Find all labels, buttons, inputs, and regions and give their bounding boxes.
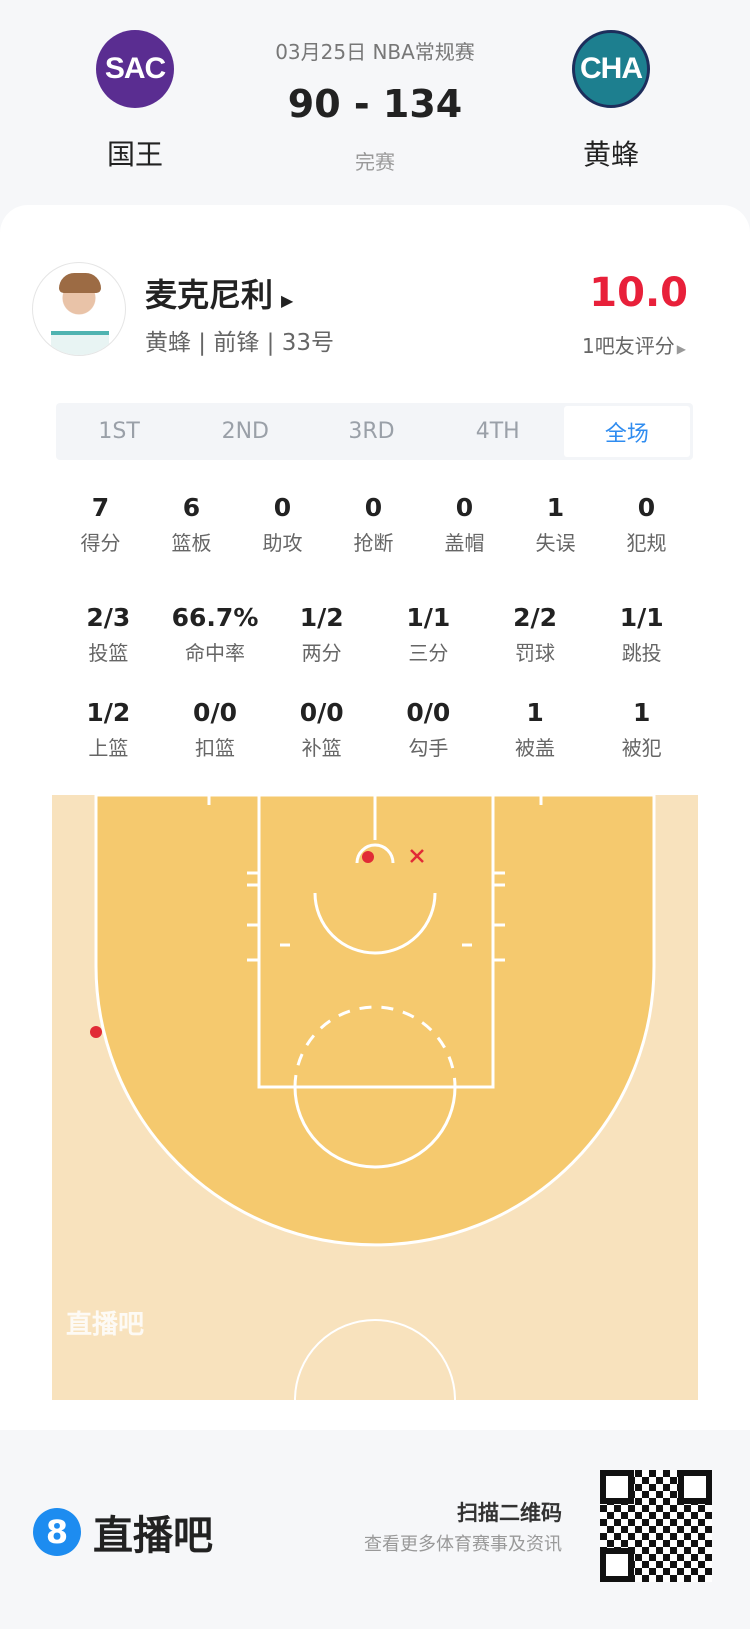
shot-made-layup [362,851,374,863]
tab-4th[interactable]: 4TH [475,419,520,444]
home-team-name[interactable]: 国王 [106,138,163,171]
player-avatar[interactable] [32,262,126,356]
scan-subtitle: 查看更多体育赛事及资讯 [364,1534,562,1555]
tab-1st[interactable]: 1ST [98,419,140,444]
tab-2nd[interactable]: 2ND [221,419,269,444]
stat-fg: 2/3 投篮 [86,603,131,665]
paint [257,795,495,1089]
center-circle [294,1319,456,1400]
match-status: 完赛 [355,150,395,174]
scan-title: 扫描二维码 [457,1501,562,1525]
player-rating: 10.0 [589,270,688,316]
lane-ticks [207,795,543,962]
tab-3rd[interactable]: 3RD [348,419,395,444]
period-tabs: 1ST 2ND 3RD 4TH 全场 [56,403,693,460]
stat-fouls: 0 犯规 [626,493,667,555]
court-watermark: 直播吧 [66,1310,144,1340]
tab-full-game[interactable]: 全场 [563,406,691,457]
shot-made-three [90,1026,102,1038]
stat-points: 7 得分 [80,493,121,555]
stat-blocked: 1 被盖 [515,698,556,760]
lower-arc [313,892,437,955]
stat-hook: 0/0 勾手 [406,698,451,760]
stat-rebounds: 6 篮板 [171,493,212,555]
footer-brand: 8 直播吧 [33,1503,213,1561]
stats-row-shot-types: 1/2 上篮 0/0 扣篮 0/0 补篮 0/0 勾手 1 被盖 1 被犯 [55,698,695,761]
brand-8-icon: 8 [33,1508,81,1556]
stat-2pt: 1/2 两分 [299,603,344,665]
stats-row-shooting: 2/3 投篮 66.7% 命中率 1/2 两分 1/1 三分 2/2 罚球 1/1 跳投 [55,603,695,666]
three-point-area [94,795,656,1247]
caret-right-icon: ▶ [676,342,686,356]
stat-turnovers: 1 失误 [535,493,576,555]
stat-fg-pct: 66.7% 命中率 [171,603,259,665]
ft-circle-bottom [293,1086,457,1169]
stat-layup: 1/2 上篮 [86,698,131,760]
stat-fouled: 1 被犯 [621,698,662,760]
stat-steals: 0 抢断 [353,493,394,555]
restricted-arc [355,843,395,864]
qr-code[interactable] [600,1470,712,1582]
brand-name: 直播吧 [93,1513,213,1559]
stat-assists: 0 助攻 [262,493,303,555]
player-name[interactable]: 麦克尼利 ▶ [145,276,294,314]
stat-dunk: 0/0 扣篮 [193,698,237,760]
stat-3pt: 1/1 三分 [406,603,451,665]
stat-putback: 0/0 补篮 [299,698,344,760]
match-score: 90 - 134 [287,82,463,126]
rating-link[interactable]: 1吧友评分 ▶ [582,334,686,358]
caret-right-icon: ▶ [281,291,294,310]
stat-ft: 2/2 罚球 [513,603,557,665]
match-date-league: 03月25日 NBA常规赛 [275,40,475,64]
shot-chart: 直播吧 [52,795,698,1400]
away-team-logo[interactable]: CHA [572,30,650,108]
player-meta: 黄蜂 | 前锋 | 33号 [145,330,335,356]
stats-row-basic: 7 得分 6 篮板 0 助攻 0 抢断 0 盖帽 1 失误 0 犯规 [55,493,695,556]
stat-blocks: 0 盖帽 [444,493,485,555]
shot-missed [410,849,424,863]
home-team-logo[interactable]: SAC [96,30,174,108]
stat-jumpshot: 1/1 跳投 [619,603,664,665]
away-team-name[interactable]: 黄蜂 [582,138,639,171]
